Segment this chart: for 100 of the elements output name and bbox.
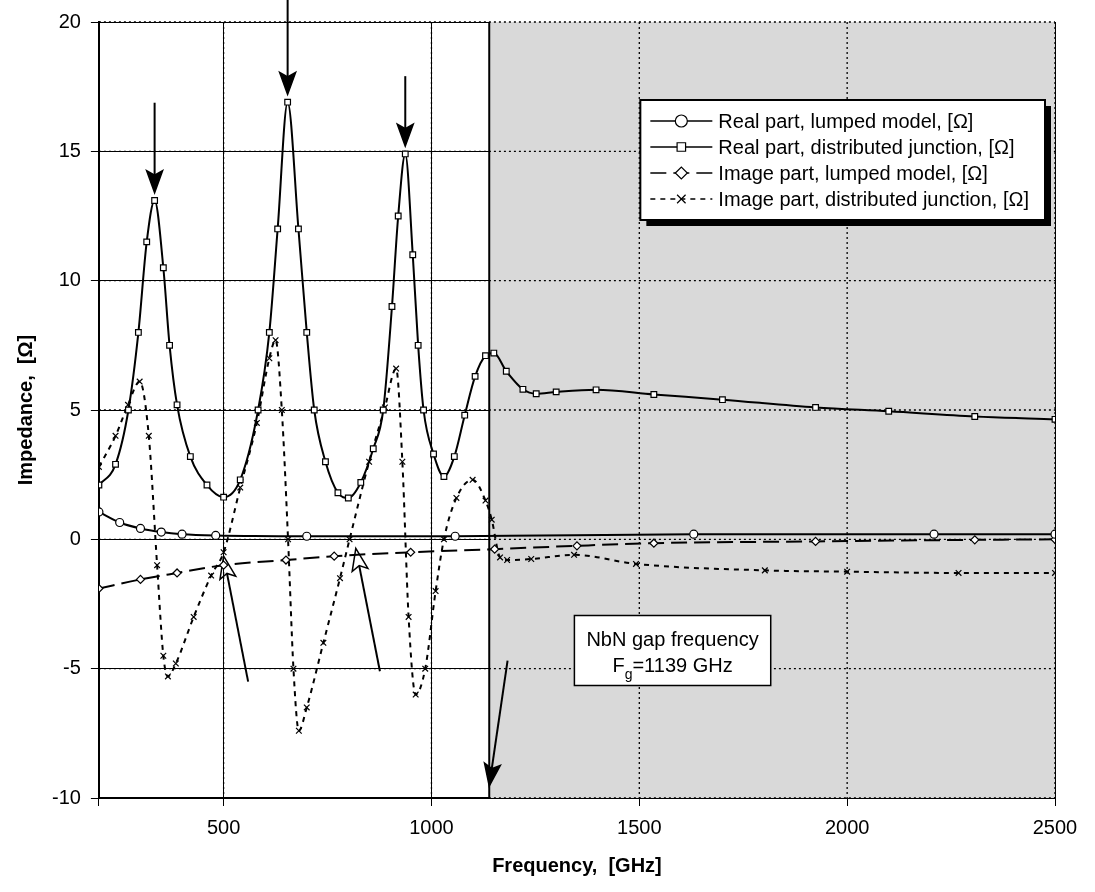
point xyxy=(401,150,409,158)
point xyxy=(143,238,151,246)
point xyxy=(432,587,440,595)
point xyxy=(302,531,312,541)
point xyxy=(469,476,477,484)
point xyxy=(112,460,119,468)
point xyxy=(153,561,161,569)
point xyxy=(254,406,262,414)
point xyxy=(632,560,640,568)
point xyxy=(405,613,413,621)
point xyxy=(135,523,146,534)
point xyxy=(172,568,182,578)
point xyxy=(166,341,173,349)
point xyxy=(527,555,535,563)
y-tick-label: 20 xyxy=(58,9,81,32)
point xyxy=(319,639,327,647)
point xyxy=(440,473,448,480)
y-tick-label: 15 xyxy=(58,138,81,161)
point xyxy=(421,665,429,673)
point xyxy=(420,406,427,414)
point xyxy=(482,352,489,360)
point xyxy=(496,554,504,561)
y-tick-label: -10 xyxy=(52,785,81,808)
point xyxy=(409,251,417,259)
y-tick-label: 5 xyxy=(69,397,81,420)
point xyxy=(719,396,726,404)
point xyxy=(450,531,460,541)
point xyxy=(135,574,146,585)
point xyxy=(503,556,511,564)
point xyxy=(303,704,311,711)
point xyxy=(572,541,582,551)
point xyxy=(124,406,132,414)
x-tick-label: 500 xyxy=(206,815,241,838)
point xyxy=(172,660,180,667)
point xyxy=(812,403,819,411)
x-tick-label: 1000 xyxy=(409,815,454,838)
point xyxy=(207,572,215,579)
point xyxy=(164,673,172,680)
point xyxy=(190,613,198,621)
point xyxy=(272,336,279,344)
point xyxy=(971,413,979,420)
point xyxy=(761,566,769,574)
point xyxy=(650,391,658,398)
point xyxy=(450,453,458,460)
point xyxy=(843,568,851,576)
point xyxy=(136,378,144,385)
y-tick-label: 10 xyxy=(58,268,81,291)
point xyxy=(955,569,962,577)
y-tick-label: -5 xyxy=(63,656,81,679)
point xyxy=(430,450,437,458)
point xyxy=(461,411,469,419)
point xyxy=(295,727,303,735)
point xyxy=(490,544,500,554)
point xyxy=(689,529,699,539)
point xyxy=(112,432,119,440)
point xyxy=(151,197,159,204)
point xyxy=(406,547,416,557)
x-tick-label: 1500 xyxy=(617,815,662,838)
point xyxy=(414,341,422,349)
point xyxy=(173,401,181,409)
point xyxy=(344,494,352,502)
point xyxy=(177,529,187,539)
legend-label: Image part, distributed junction, [Ω] xyxy=(718,187,1030,210)
point xyxy=(388,303,396,310)
point xyxy=(649,538,659,548)
point xyxy=(236,484,244,492)
point xyxy=(392,365,400,373)
point xyxy=(274,225,282,233)
point xyxy=(186,453,194,460)
legend-label: Real part, distributed junction, [Ω] xyxy=(718,135,1015,158)
point xyxy=(490,349,498,357)
point xyxy=(278,406,286,414)
point xyxy=(265,328,273,336)
point xyxy=(532,390,540,398)
point xyxy=(290,665,297,673)
point xyxy=(236,476,244,484)
legend-label: Real part, lumped model, [Ω] xyxy=(718,109,974,132)
point xyxy=(211,530,221,541)
point xyxy=(134,328,142,336)
point xyxy=(115,517,125,528)
point xyxy=(970,535,980,545)
point xyxy=(220,493,228,501)
x-axis-title: Frequency, [GHz] xyxy=(492,853,662,876)
point xyxy=(357,479,365,486)
point xyxy=(322,458,329,466)
point xyxy=(471,372,479,380)
point xyxy=(284,98,292,106)
point xyxy=(220,548,228,556)
point xyxy=(310,406,318,414)
point xyxy=(810,536,821,546)
point xyxy=(412,691,420,698)
point xyxy=(369,445,377,453)
point xyxy=(265,354,273,362)
x-tick-label: 2500 xyxy=(1032,815,1078,838)
point xyxy=(398,458,406,466)
point xyxy=(570,551,578,559)
point xyxy=(329,551,339,561)
point xyxy=(336,574,344,582)
point xyxy=(592,386,600,394)
point xyxy=(303,328,311,336)
